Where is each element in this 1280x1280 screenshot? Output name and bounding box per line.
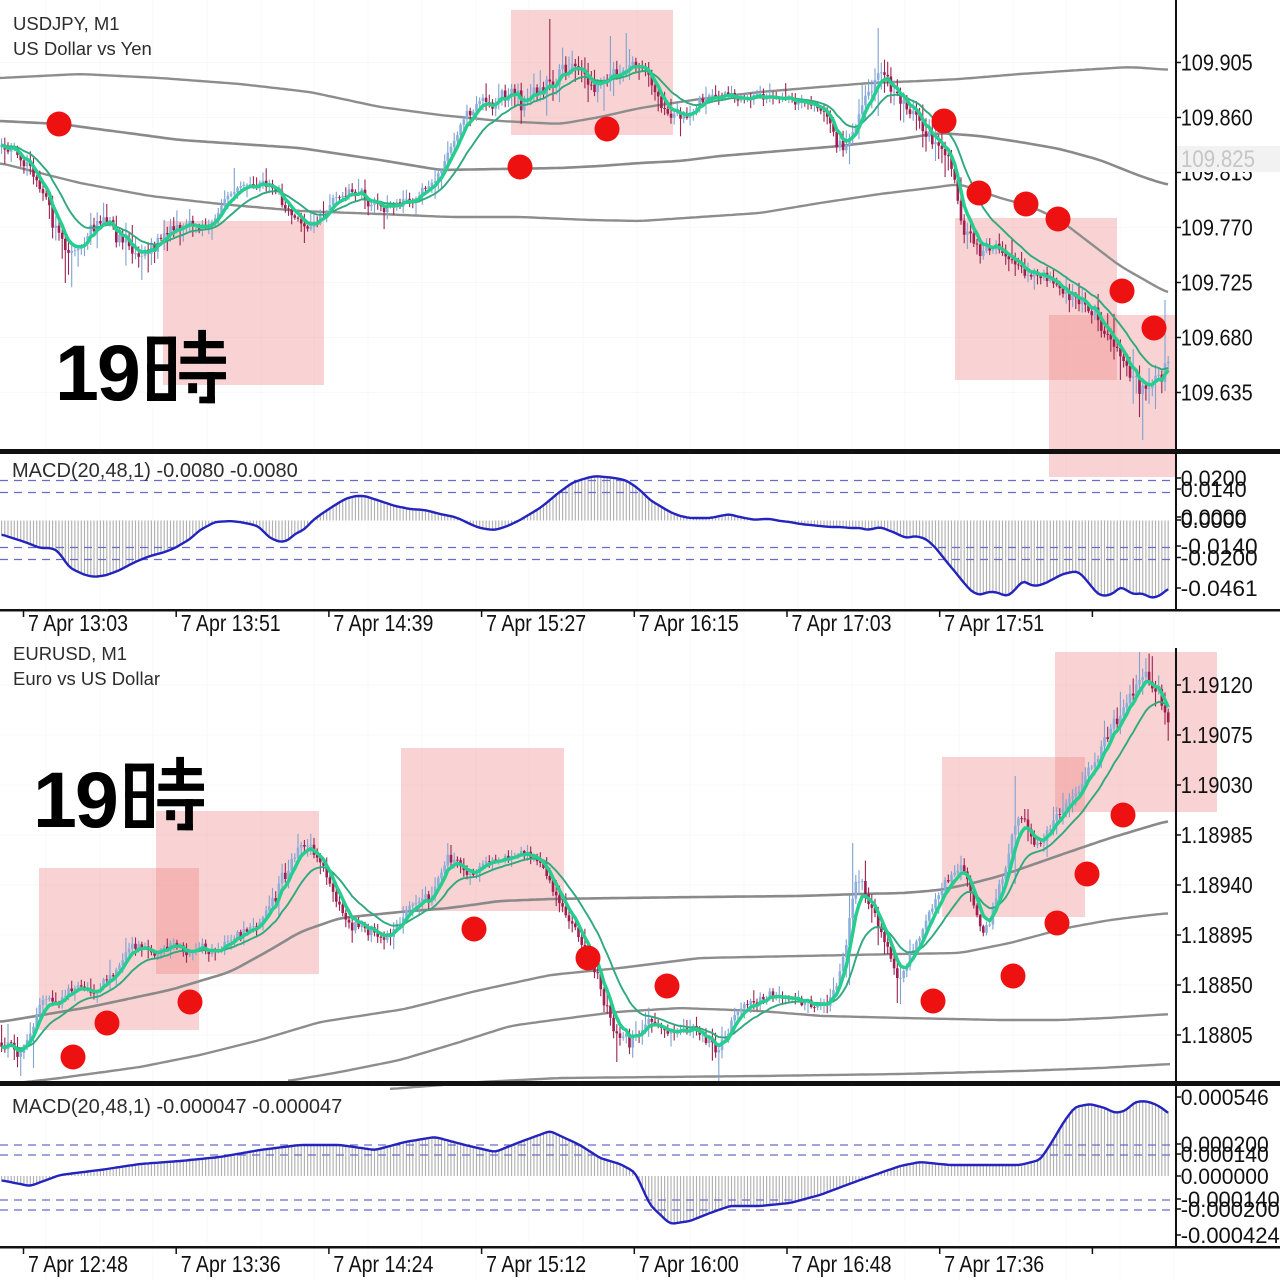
- svg-text:7 Apr 14:39: 7 Apr 14:39: [333, 610, 433, 636]
- svg-text:19: 19: [55, 328, 139, 417]
- svg-text:1.18895: 1.18895: [1181, 922, 1253, 948]
- svg-text:7 Apr 15:12: 7 Apr 15:12: [486, 1251, 586, 1277]
- svg-text:0.000200: 0.000200: [1181, 1132, 1269, 1157]
- svg-text:7 Apr 15:27: 7 Apr 15:27: [486, 610, 586, 636]
- svg-text:EURUSD, M1: EURUSD, M1: [13, 643, 127, 664]
- svg-text:0.0200: 0.0200: [1181, 466, 1247, 491]
- svg-text:0.0000: 0.0000: [1181, 508, 1247, 533]
- svg-text:7 Apr 17:03: 7 Apr 17:03: [792, 610, 892, 636]
- svg-text:0.000000: 0.000000: [1181, 1164, 1269, 1189]
- svg-text:-0.000140: -0.000140: [1181, 1187, 1280, 1212]
- svg-text:Euro vs US Dollar: Euro vs US Dollar: [13, 668, 160, 689]
- svg-text:0.0000: 0.0000: [1181, 505, 1247, 530]
- svg-text:109.860: 109.860: [1181, 105, 1253, 131]
- svg-text:7 Apr 16:00: 7 Apr 16:00: [639, 1251, 739, 1277]
- svg-text:1.18985: 1.18985: [1181, 822, 1253, 848]
- svg-text:7 Apr 13:03: 7 Apr 13:03: [28, 610, 128, 636]
- svg-text:19: 19: [33, 755, 117, 844]
- svg-text:US Dollar vs Yen: US Dollar vs Yen: [13, 38, 152, 59]
- svg-text:7 Apr 13:51: 7 Apr 13:51: [181, 610, 281, 636]
- svg-text:1.18940: 1.18940: [1181, 872, 1253, 898]
- svg-text:7 Apr 13:36: 7 Apr 13:36: [181, 1251, 281, 1277]
- svg-text:7 Apr 17:51: 7 Apr 17:51: [944, 610, 1044, 636]
- svg-text:7 Apr 14:24: 7 Apr 14:24: [333, 1251, 433, 1277]
- svg-text:1.18850: 1.18850: [1181, 972, 1253, 998]
- svg-text:109.680: 109.680: [1181, 325, 1253, 351]
- svg-text:1.19120: 1.19120: [1181, 672, 1253, 698]
- svg-text:-0.0200: -0.0200: [1181, 546, 1258, 571]
- svg-text:0.000140: 0.000140: [1181, 1142, 1269, 1167]
- svg-text:7 Apr 16:15: 7 Apr 16:15: [639, 610, 739, 636]
- svg-text:1.19030: 1.19030: [1181, 772, 1253, 798]
- svg-text:0.0140: 0.0140: [1181, 477, 1247, 502]
- svg-text:-0.000200: -0.000200: [1181, 1197, 1280, 1222]
- svg-text:USDJPY, M1: USDJPY, M1: [13, 13, 120, 34]
- svg-text:0.000546: 0.000546: [1181, 1085, 1269, 1110]
- svg-text:109.770: 109.770: [1181, 215, 1253, 241]
- svg-text:1.19075: 1.19075: [1181, 722, 1253, 748]
- svg-text:7 Apr 16:48: 7 Apr 16:48: [792, 1251, 892, 1277]
- svg-text:MACD(20,48,1) -0.000047 -0.000: MACD(20,48,1) -0.000047 -0.000047: [12, 1096, 342, 1118]
- svg-text:1.18805: 1.18805: [1181, 1022, 1253, 1048]
- svg-text:-0.0461: -0.0461: [1181, 576, 1258, 601]
- svg-text:-0.000424: -0.000424: [1181, 1223, 1280, 1248]
- svg-text:109.825: 109.825: [1181, 146, 1255, 173]
- svg-text:MACD(20,48,1) -0.0080 -0.0080: MACD(20,48,1) -0.0080 -0.0080: [12, 460, 298, 482]
- svg-text:7 Apr 17:36: 7 Apr 17:36: [944, 1251, 1044, 1277]
- svg-text:109.635: 109.635: [1181, 380, 1253, 406]
- svg-text:109.905: 109.905: [1181, 50, 1253, 76]
- svg-text:-0.0140: -0.0140: [1181, 534, 1258, 559]
- svg-text:109.725: 109.725: [1181, 270, 1253, 296]
- svg-text:7 Apr 12:48: 7 Apr 12:48: [28, 1251, 128, 1277]
